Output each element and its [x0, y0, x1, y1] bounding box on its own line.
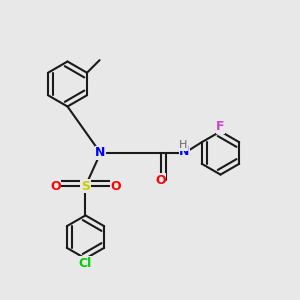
Text: Cl: Cl: [79, 256, 92, 270]
Text: H: H: [179, 140, 187, 151]
Text: S: S: [81, 179, 90, 193]
Text: O: O: [110, 179, 121, 193]
Text: O: O: [155, 173, 166, 187]
Text: N: N: [95, 146, 106, 160]
Text: F: F: [216, 120, 225, 134]
Text: N: N: [179, 145, 190, 158]
Text: O: O: [50, 179, 61, 193]
